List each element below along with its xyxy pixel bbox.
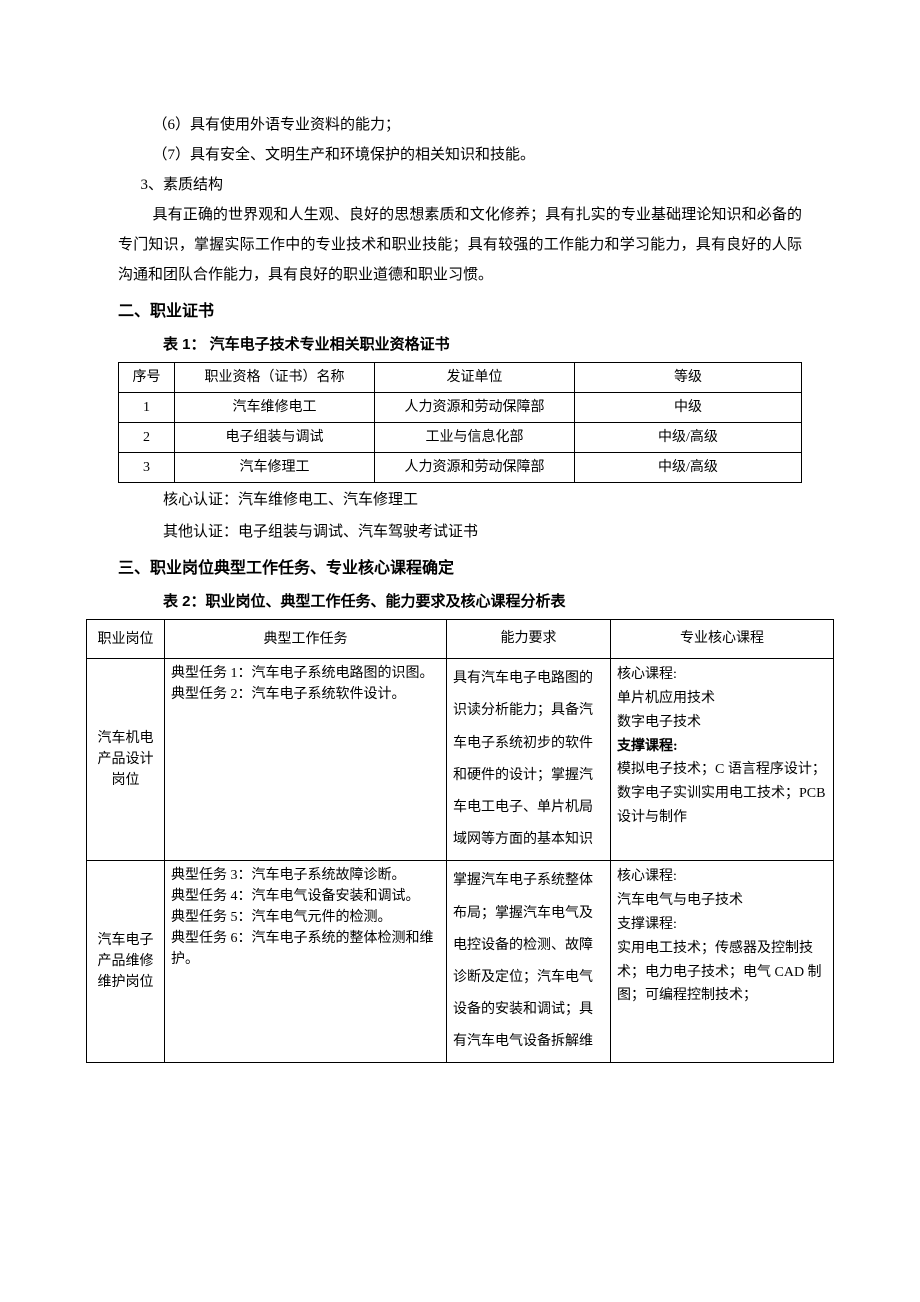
- table-row: 1 汽车维修电工 人力资源和劳动保障部 中级: [119, 393, 802, 423]
- table-row: 序号 职业资格（证书）名称 发证单位 等级: [119, 363, 802, 393]
- table-1-certificates: 序号 职业资格（证书）名称 发证单位 等级 1 汽车维修电工 人力资源和劳动保障…: [118, 362, 802, 483]
- core-course-label: 核心课程:: [617, 869, 677, 884]
- courses-cell: 核心课程: 单片机应用技术 数字电子技术 支撑课程: 模拟电子技术；C 语言程序…: [611, 659, 834, 861]
- table-header: 序号: [119, 363, 175, 393]
- table-cell: 人力资源和劳动保障部: [375, 453, 575, 483]
- content-block: （6）具有使用外语专业资料的能力； （7）具有安全、文明生产和环境保护的相关知识…: [118, 110, 802, 1063]
- table-cell: 工业与信息化部: [375, 423, 575, 453]
- table-header: 典型工作任务: [165, 620, 447, 659]
- other-cert-note: 其他认证：电子组装与调试、汽车驾驶考试证书: [118, 517, 802, 547]
- table-2-analysis: 职业岗位 典型工作任务 能力要求 专业核心课程 汽车机电产品设计岗位 典型任务 …: [86, 619, 834, 1063]
- support-course-label: 支撑课程:: [617, 739, 678, 754]
- position-cell: 汽车机电产品设计岗位: [87, 659, 165, 861]
- table-2-caption: 表 2：职业岗位、典型工作任务、能力要求及核心课程分析表: [118, 587, 802, 617]
- table-header: 等级: [575, 363, 802, 393]
- body-line-6: （6）具有使用外语专业资料的能力；: [118, 110, 802, 140]
- table-row: 汽车电子产品维修维护岗位 典型任务 3：汽车电子系统故障诊断。 典型任务 4：汽…: [87, 861, 834, 1063]
- section-3-heading: 三、职业岗位典型工作任务、专业核心课程确定: [118, 553, 802, 585]
- table-cell: 中级: [575, 393, 802, 423]
- core-cert-note: 核心认证：汽车维修电工、汽车修理工: [118, 485, 802, 515]
- table-row: 3 汽车修理工 人力资源和劳动保障部 中级/高级: [119, 453, 802, 483]
- table-cell: 人力资源和劳动保障部: [375, 393, 575, 423]
- ability-cell: 掌握汽车电子系统整体布局；掌握汽车电气及电控设备的检测、故障诊断及定位；汽车电气…: [447, 861, 611, 1063]
- table-cell: 3: [119, 453, 175, 483]
- table-row: 2 电子组装与调试 工业与信息化部 中级/高级: [119, 423, 802, 453]
- table-cell: 电子组装与调试: [175, 423, 375, 453]
- table-header: 职业岗位: [87, 620, 165, 659]
- table-row: 汽车机电产品设计岗位 典型任务 1：汽车电子系统电路图的识图。 典型任务 2：汽…: [87, 659, 834, 861]
- subheading-quality: 3、素质结构: [118, 170, 802, 200]
- support-course-list: 实用电工技术；传感器及控制技术；电力电子技术；电气 CAD 制图；可编程控制技术…: [617, 941, 822, 1004]
- body-line-7: （7）具有安全、文明生产和环境保护的相关知识和技能。: [118, 140, 802, 170]
- ability-cell: 具有汽车电子电路图的识读分析能力；具备汽车电子系统初步的软件和硬件的设计；掌握汽…: [447, 659, 611, 861]
- table-header: 专业核心课程: [611, 620, 834, 659]
- quality-paragraph: 具有正确的世界观和人生观、良好的思想素质和文化修养；具有扎实的专业基础理论知识和…: [118, 200, 802, 290]
- section-2-heading: 二、职业证书: [118, 296, 802, 328]
- table-cell: 中级/高级: [575, 423, 802, 453]
- table-row: 职业岗位 典型工作任务 能力要求 专业核心课程: [87, 620, 834, 659]
- table-header: 能力要求: [447, 620, 611, 659]
- core-course-list: 单片机应用技术 数字电子技术: [617, 691, 715, 730]
- support-course-list: 模拟电子技术；C 语言程序设计；数字电子实训实用电工技术；PCB 设计与制作: [617, 762, 826, 825]
- position-cell: 汽车电子产品维修维护岗位: [87, 861, 165, 1063]
- table-header: 发证单位: [375, 363, 575, 393]
- table-1-caption: 表 1： 汽车电子技术专业相关职业资格证书: [118, 330, 802, 360]
- table-header: 职业资格（证书）名称: [175, 363, 375, 393]
- table-cell: 汽车维修电工: [175, 393, 375, 423]
- table-cell: 汽车修理工: [175, 453, 375, 483]
- support-course-label: 支撑课程:: [617, 917, 677, 932]
- table-cell: 2: [119, 423, 175, 453]
- tasks-cell: 典型任务 3：汽车电子系统故障诊断。 典型任务 4：汽车电气设备安装和调试。 典…: [165, 861, 447, 1063]
- table-cell: 1: [119, 393, 175, 423]
- tasks-cell: 典型任务 1：汽车电子系统电路图的识图。 典型任务 2：汽车电子系统软件设计。: [165, 659, 447, 861]
- core-course-list: 汽车电气与电子技术: [617, 893, 743, 908]
- courses-cell: 核心课程: 汽车电气与电子技术 支撑课程: 实用电工技术；传感器及控制技术；电力…: [611, 861, 834, 1063]
- table-cell: 中级/高级: [575, 453, 802, 483]
- core-course-label: 核心课程:: [617, 667, 677, 682]
